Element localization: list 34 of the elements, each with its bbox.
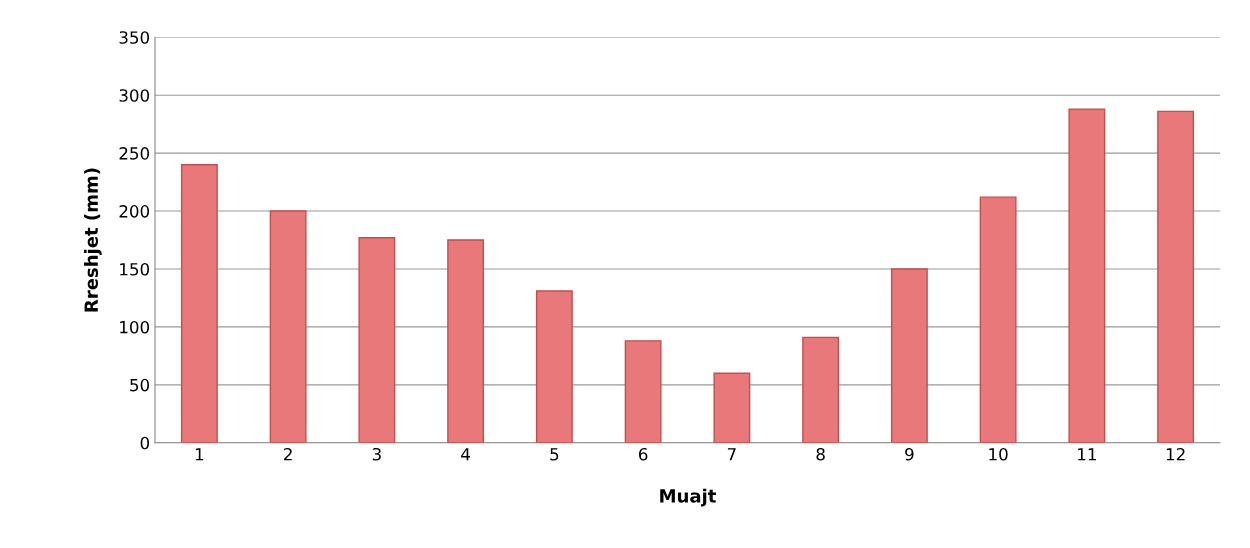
x-tick-label: 8 bbox=[816, 447, 825, 461]
y-axis-title: Rreshjet (mm) bbox=[84, 168, 102, 312]
y-tick-label: 50 bbox=[130, 378, 150, 392]
bar bbox=[802, 336, 840, 443]
y-tick-label: 150 bbox=[120, 262, 150, 276]
x-tick-label: 7 bbox=[727, 448, 736, 461]
bar bbox=[713, 372, 751, 443]
bar bbox=[1068, 108, 1106, 443]
x-tick-label: 3 bbox=[372, 447, 381, 461]
bar bbox=[269, 210, 307, 443]
x-tick-label: 12 bbox=[1166, 447, 1185, 461]
y-tick-label: 250 bbox=[119, 147, 150, 160]
x-tick-label: 4 bbox=[461, 448, 470, 461]
bar bbox=[180, 164, 218, 443]
bar bbox=[447, 239, 485, 443]
bar bbox=[358, 237, 396, 443]
x-tick-label: 11 bbox=[1078, 448, 1096, 461]
bar bbox=[890, 268, 928, 443]
x-tick-label: 6 bbox=[638, 447, 648, 461]
y-tick-label: 300 bbox=[119, 89, 150, 102]
y-tick-label: 0 bbox=[140, 436, 150, 450]
bar bbox=[1157, 110, 1195, 443]
x-tick-label: 9 bbox=[905, 447, 914, 461]
y-tick-label: 350 bbox=[119, 31, 150, 44]
x-tick-label: 10 bbox=[989, 447, 1008, 461]
x-axis-title: Muajt bbox=[660, 488, 716, 507]
x-tick-label: 2 bbox=[284, 447, 292, 461]
bar bbox=[979, 196, 1017, 443]
y-tick-label: 200 bbox=[119, 205, 150, 218]
bar bbox=[624, 340, 662, 443]
x-tick-label: 1 bbox=[195, 448, 204, 461]
y-tick-label: 100 bbox=[120, 320, 150, 334]
bar bbox=[535, 290, 573, 443]
x-tick-label: 5 bbox=[550, 448, 559, 461]
